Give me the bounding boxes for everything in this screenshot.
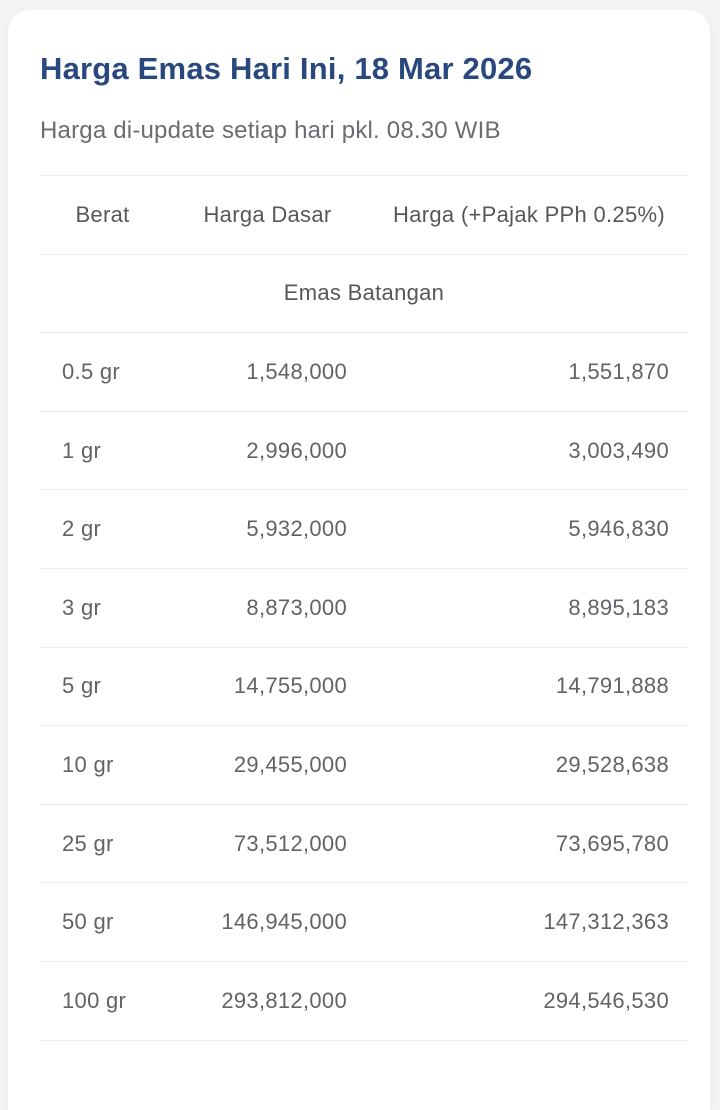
cell-harga-dasar: 1,548,000 [246, 358, 347, 384]
cell-harga-dasar: 293,812,000 [221, 987, 347, 1013]
table-row: 2 gr 5,932,000 5,946,830 [40, 490, 688, 569]
cell-harga-dasar: 14,755,000 [233, 673, 347, 699]
section-header-emas-batangan: Emas Batangan [40, 255, 688, 334]
table-row: 25 gr 73,512,000 73,695,780 [40, 805, 688, 884]
section-label: Emas Batangan [283, 280, 445, 306]
cell-berat: 10 gr [62, 751, 114, 777]
cell-berat: 25 gr [62, 830, 114, 856]
column-header-harga-dasar: Harga Dasar [203, 201, 332, 227]
cell-berat: 1 gr [62, 437, 102, 463]
table-row: 50 gr 146,945,000 147,312,363 [40, 883, 688, 962]
cell-berat: 5 gr [62, 673, 102, 699]
cell-harga-pajak: 294,546,530 [543, 987, 669, 1013]
column-header-berat: Berat [75, 201, 130, 227]
table-row: 10 gr 29,455,000 29,528,638 [40, 726, 688, 805]
price-table: Berat Harga Dasar Harga (+Pajak PPh 0.25… [40, 175, 688, 1041]
cell-harga-dasar: 8,873,000 [246, 594, 347, 620]
cell-harga-pajak: 147,312,363 [543, 909, 669, 935]
cell-harga-pajak: 1,551,870 [568, 358, 669, 384]
page-subtitle: Harga di-update setiap hari pkl. 08.30 W… [40, 117, 501, 144]
cell-harga-pajak: 5,946,830 [568, 516, 669, 542]
cell-harga-dasar: 29,455,000 [233, 751, 347, 777]
column-header-harga-pajak: Harga (+Pajak PPh 0.25%) [393, 201, 665, 227]
table-row: 3 gr 8,873,000 8,895,183 [40, 569, 688, 648]
cell-berat: 3 gr [62, 594, 102, 620]
cell-harga-pajak: 29,528,638 [555, 751, 669, 777]
cell-berat: 0.5 gr [62, 358, 121, 384]
cell-harga-dasar: 146,945,000 [221, 909, 347, 935]
cell-harga-pajak: 8,895,183 [568, 594, 669, 620]
cell-berat: 2 gr [62, 516, 102, 542]
cell-harga-pajak: 73,695,780 [555, 830, 669, 856]
table-row: 100 gr 293,812,000 294,546,530 [40, 962, 688, 1041]
cell-berat: 50 gr [62, 909, 114, 935]
table-row: 0.5 gr 1,548,000 1,551,870 [40, 333, 688, 412]
cell-harga-dasar: 2,996,000 [246, 437, 347, 463]
cell-harga-pajak: 3,003,490 [568, 437, 669, 463]
table-row: 5 gr 14,755,000 14,791,888 [40, 648, 688, 727]
cell-harga-dasar: 5,932,000 [246, 516, 347, 542]
cell-harga-pajak: 14,791,888 [555, 673, 669, 699]
cell-harga-dasar: 73,512,000 [233, 830, 347, 856]
cell-berat: 100 gr [62, 987, 127, 1013]
page-title: Harga Emas Hari Ini, 18 Mar 2026 [40, 51, 533, 86]
card-content: Harga Emas Hari Ini, 18 Mar 2026 Harga d… [8, 10, 710, 1041]
table-row: 1 gr 2,996,000 3,003,490 [40, 412, 688, 491]
gold-price-card: Harga Emas Hari Ini, 18 Mar 2026 Harga d… [8, 10, 710, 1110]
table-header-row: Berat Harga Dasar Harga (+Pajak PPh 0.25… [40, 176, 688, 255]
